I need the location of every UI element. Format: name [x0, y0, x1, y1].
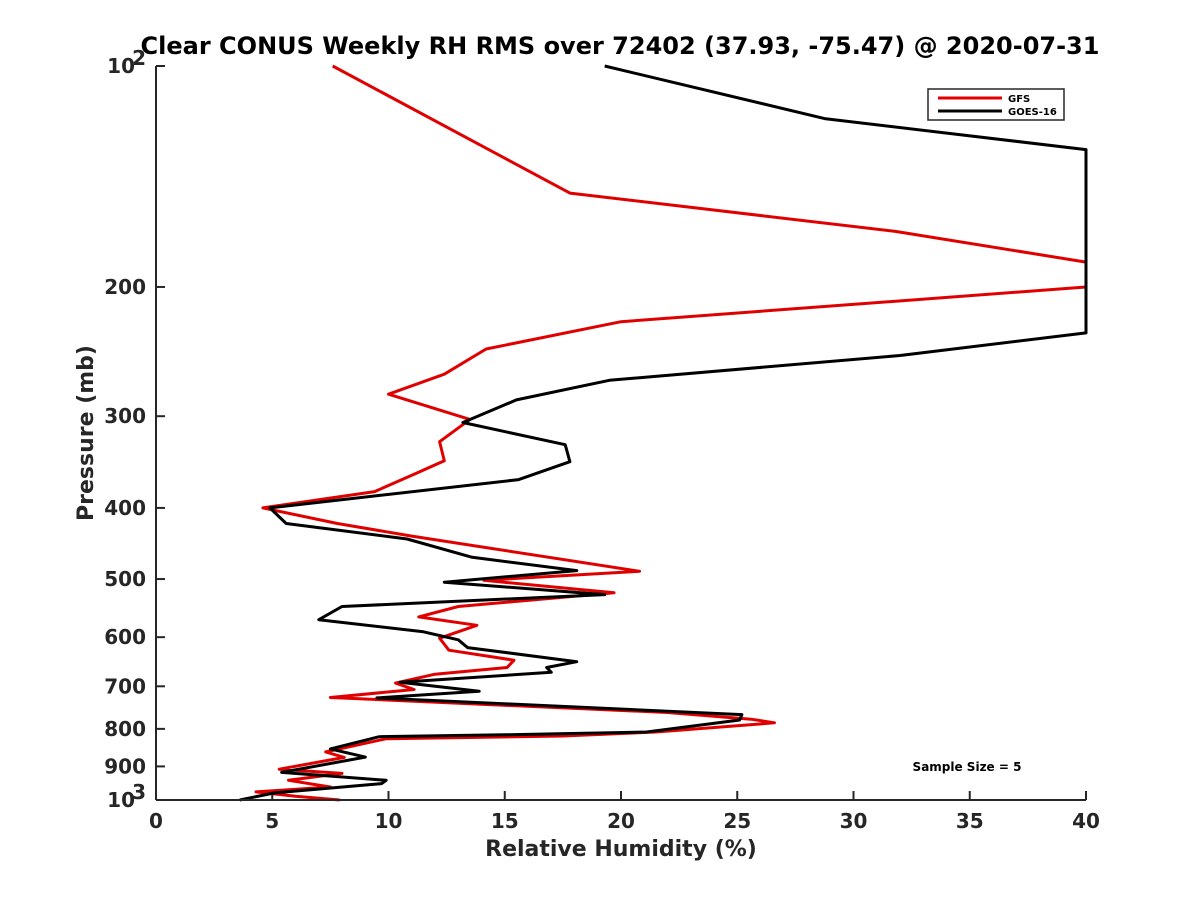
- sample-size-annotation: Sample Size = 5: [913, 760, 1022, 774]
- x-axis-label: Relative Humidity (%): [485, 837, 757, 862]
- chart-title: Clear CONUS Weekly RH RMS over 72402 (37…: [141, 32, 1100, 60]
- y-tick-label: 10: [107, 788, 135, 812]
- y-tick-label: 200: [104, 275, 146, 299]
- y-tick-exponent: 2: [132, 46, 146, 70]
- legend-label: GOES-16: [1008, 107, 1057, 118]
- x-tick-label: 0: [149, 809, 163, 833]
- y-tick-label: 300: [104, 404, 146, 428]
- y-tick-label: 800: [104, 717, 146, 741]
- x-tick-label: 25: [723, 809, 751, 833]
- series-line-gfs: [254, 64, 1088, 802]
- x-tick-label: 30: [840, 809, 868, 833]
- x-tick-label: 40: [1072, 809, 1100, 833]
- y-tick-label: 600: [104, 625, 146, 649]
- axes-frame: [155, 66, 1086, 801]
- series-line-goes-16: [239, 64, 1088, 802]
- axis-ticks: 0 5 10 15 20 25 30 35 40102200300400500600700800…: [104, 46, 1100, 833]
- x-tick-label: 20: [607, 809, 635, 833]
- legend: GFS GOES-16: [927, 88, 1065, 121]
- y-tick-label: 900: [104, 754, 146, 778]
- x-tick-label: 10: [375, 809, 403, 833]
- y-axis-label: Pressure (mb): [74, 345, 99, 521]
- x-tick-label: 35: [956, 809, 984, 833]
- x-tick-label: 15: [491, 809, 519, 833]
- plot-series: [239, 64, 1088, 802]
- y-tick-exponent: 3: [132, 780, 146, 804]
- legend-box: [927, 88, 1065, 121]
- legend-label: GFS: [1008, 94, 1030, 105]
- y-tick-label: 700: [104, 674, 146, 698]
- y-tick-label: 400: [104, 496, 146, 520]
- y-tick-label: 500: [104, 567, 146, 591]
- y-tick-label: 10: [107, 54, 135, 78]
- x-tick-label: 5: [265, 809, 279, 833]
